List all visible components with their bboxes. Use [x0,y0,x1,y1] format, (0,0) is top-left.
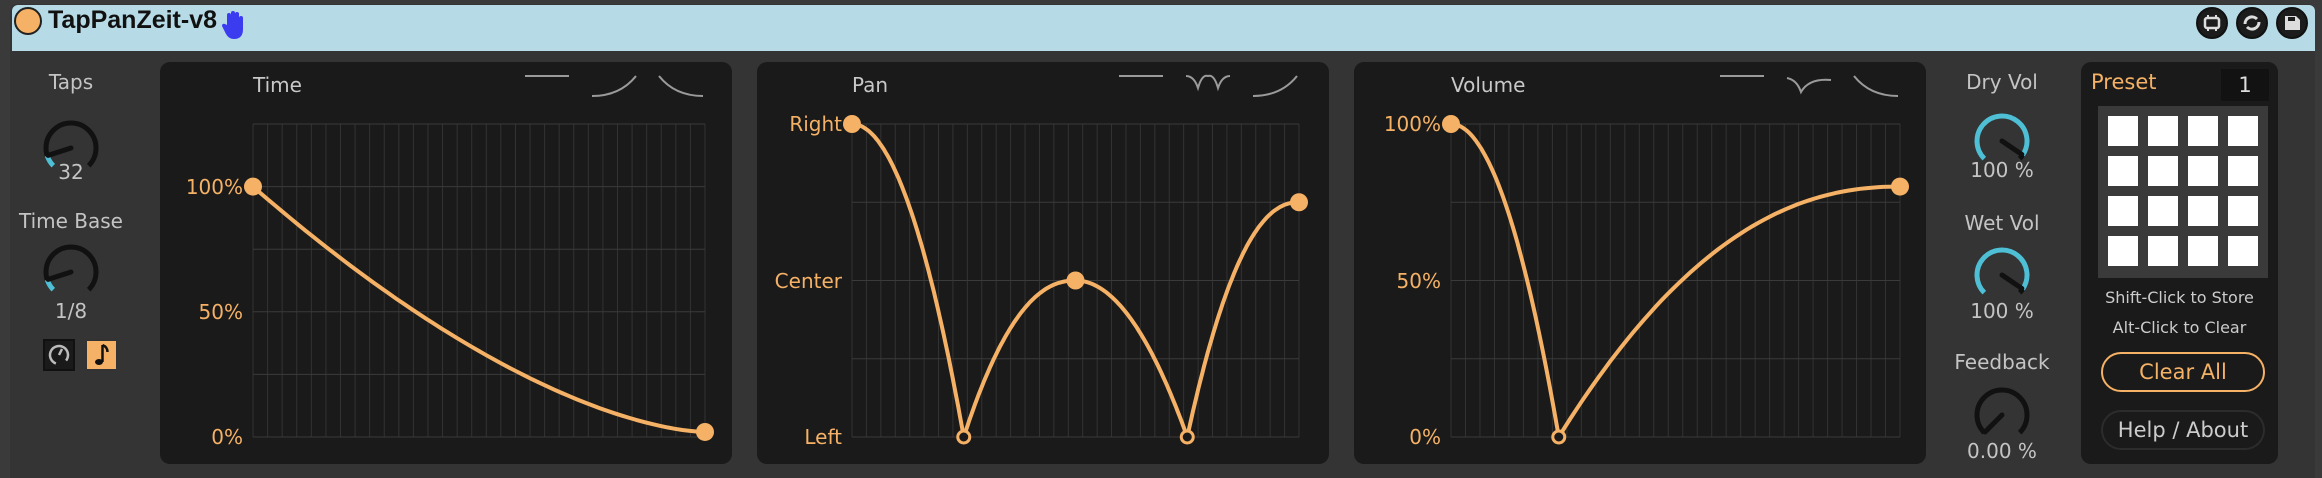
preset-slot[interactable] [2148,236,2178,266]
taps-knob[interactable] [41,118,101,178]
curve-flat-icon[interactable] [523,70,571,100]
preset-slot[interactable] [2228,156,2258,186]
pan-y-label: Left [804,425,842,449]
preset-slot[interactable] [2188,196,2218,226]
curve-breakpoint[interactable] [244,177,262,196]
curve-fall-icon[interactable] [1852,70,1900,100]
pan-y-label: Center [774,268,842,293]
time-title: Time [253,73,302,97]
preset-slot[interactable] [2228,196,2258,226]
knob-pointer [1999,138,2025,157]
curve-breakpoint[interactable] [1290,193,1308,212]
preset-slot[interactable] [2108,196,2138,226]
curve-dip-icon[interactable] [1785,70,1833,100]
preset-slot[interactable] [2108,156,2138,186]
device-on-toggle[interactable] [14,7,42,35]
refresh-icon[interactable] [2236,7,2268,39]
help-about-button[interactable]: Help / About [2101,410,2265,450]
pan-graph-panel [757,62,1329,464]
knob-fill [1974,113,2030,161]
knob-track [1974,387,2030,435]
free-time-button[interactable] [43,339,75,371]
save-icon[interactable] [2276,7,2308,39]
hand-icon [222,11,243,39]
wet-vol-value: 100 % [1970,299,2034,323]
preset-slot[interactable] [2228,116,2258,146]
preset-slot[interactable] [2188,116,2218,146]
curve-breakpoint[interactable] [1179,429,1195,445]
knob-track [43,120,99,168]
note-icon [95,343,109,365]
time-graph-panel [160,62,732,464]
curve-breakpoint[interactable] [1891,177,1909,196]
preset-slot[interactable] [2188,236,2218,266]
device-title: TapPanZeit-v8 [48,6,218,34]
volume-title: Volume [1451,73,1526,97]
time-base-knob[interactable] [41,242,101,302]
curve-breakpoint[interactable] [696,422,714,441]
volume-y-label: 0% [1409,425,1441,449]
time-base-label: Time Base [18,209,123,233]
pan-title: Pan [852,73,889,97]
preset-slot[interactable] [2188,156,2218,186]
dry-vol-knob[interactable] [1972,111,2032,171]
dry-vol-value: 100 % [1970,158,2034,182]
time-base-value: 1/8 [54,299,88,323]
feedback-value: 0.00 % [1967,439,2037,463]
preset-slot[interactable] [2148,116,2178,146]
clear-all-button[interactable]: Clear All [2101,352,2265,392]
title-bar [12,5,2315,51]
wet-vol-label: Wet Vol [1964,211,2040,235]
knob-pointer [1982,412,2005,435]
knob-pointer [45,145,74,158]
knob-pointer [45,269,74,282]
curve-breakpoint[interactable] [843,115,861,133]
curve-fall-icon[interactable] [657,70,705,100]
dry-vol-label: Dry Vol [1966,70,2038,94]
clear-hint: Alt-Click to Clear [2112,318,2247,337]
clock-icon [48,344,70,366]
curve-flat-icon[interactable] [1117,70,1165,100]
curve-breakpoint[interactable] [1066,271,1085,290]
curve-flat-icon[interactable] [1718,70,1766,100]
knob-fill [1974,247,2030,295]
preset-slot[interactable] [2148,156,2178,186]
curve-breakpoint[interactable] [956,429,972,445]
feedback-knob[interactable] [1972,385,2032,445]
pan-y-label: Right [789,112,842,136]
wet-vol-knob[interactable] [1972,245,2032,305]
preset-slot[interactable] [2148,196,2178,226]
preset-number[interactable]: 1 [2221,69,2269,101]
resize-icon[interactable] [2196,7,2228,39]
time-y-label: 50% [198,299,243,324]
time-y-label: 100% [185,174,243,199]
curve-breakpoint[interactable] [1442,115,1460,133]
feedback-label: Feedback [1954,350,2050,374]
taps-label: Taps [48,70,94,94]
preset-label: Preset [2091,70,2157,94]
volume-y-label: 50% [1396,268,1441,293]
synced-time-button[interactable] [85,339,118,371]
time-y-label: 0% [211,425,243,449]
curve-breakpoint[interactable] [1551,429,1567,445]
knob-pointer [1999,272,2025,291]
taps-value: 32 [58,160,84,184]
preset-slot[interactable] [2108,236,2138,266]
curve-rise-icon[interactable] [1251,70,1299,100]
curve-rise-icon[interactable] [590,70,638,100]
knob-track [43,244,99,292]
store-hint: Shift-Click to Store [2105,288,2254,307]
preset-slot[interactable] [2228,236,2258,266]
curve-bounce-icon[interactable] [1184,70,1232,100]
preset-slot[interactable] [2108,116,2138,146]
preset-grid [2098,106,2268,278]
volume-y-label: 100% [1383,112,1441,136]
